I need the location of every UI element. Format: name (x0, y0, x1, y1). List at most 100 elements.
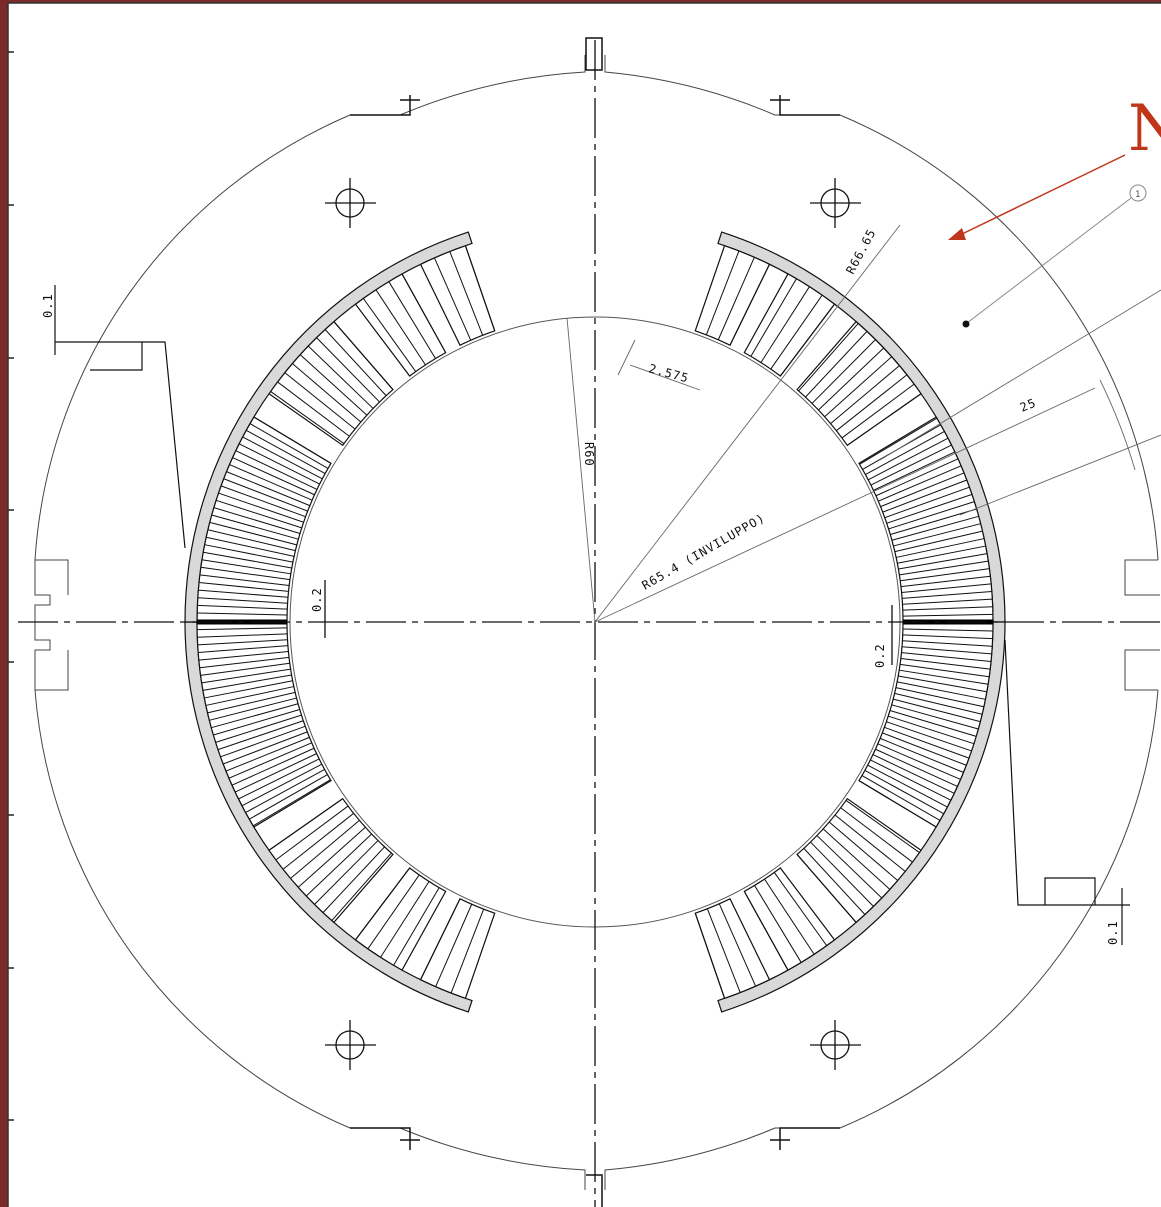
coil-strand-right (902, 590, 992, 599)
coil-strand-right (890, 508, 977, 536)
coil-strand-right (743, 891, 789, 971)
coil-strand-left (198, 645, 288, 654)
coil-strand-right (900, 657, 991, 670)
coil-strand-right (764, 878, 815, 955)
coil-strand-left (225, 736, 310, 772)
left-tolerance-frame (54, 285, 186, 549)
coil-strand-left (420, 898, 461, 980)
coil-strand-right (899, 669, 989, 685)
coil-strand-right (882, 732, 967, 766)
coil-strand-right (847, 393, 922, 446)
coil-strand-right (822, 828, 891, 890)
coil-strand-left (401, 273, 447, 353)
coil-strand-left (284, 372, 356, 430)
coil-strand-right (824, 356, 893, 418)
coil-strand-left (242, 436, 323, 480)
coil-strand-left (450, 908, 485, 994)
midplane-tolerance-marks (324, 580, 893, 665)
coil-strand-left (464, 245, 496, 331)
coil-strand-left (215, 714, 302, 743)
coil-strand-right (902, 613, 993, 617)
coil-strand-left (282, 812, 354, 870)
coil-strand-right (828, 821, 898, 881)
coil-strand-right (729, 264, 770, 346)
coil-strand-left (305, 833, 372, 897)
border-ticks (8, 51, 14, 1121)
coil-strand-left (204, 544, 293, 563)
coil-strand-right (897, 545, 986, 564)
coil-strand-left (211, 703, 299, 729)
coil-strand-left (197, 604, 288, 610)
coil-strand-left (207, 691, 296, 714)
coil-strand-right (754, 885, 802, 963)
coil-strand-left (245, 768, 325, 813)
coil-strand-left (322, 846, 385, 913)
coil-strand-left (249, 423, 329, 469)
coil-strand-left (324, 329, 387, 396)
coil-strand-left (209, 521, 297, 546)
coil-strand-left (362, 298, 417, 372)
coil-strand-right (897, 681, 986, 700)
coil-strand-left (201, 559, 291, 575)
coil-strand-left (218, 492, 304, 523)
coil-strand-right (886, 493, 973, 524)
coil-block-right (796, 797, 922, 924)
coil-strand-right (877, 743, 961, 780)
coil-strand-right (770, 294, 823, 370)
coil-strand-right (717, 257, 755, 340)
coil-strand-right (900, 663, 990, 678)
dim-angle: 25 (1018, 396, 1038, 415)
bolt-hole-bottom-left (325, 1020, 376, 1070)
coil-strand-right (779, 303, 835, 377)
coil-strand-right (879, 737, 964, 773)
coil-strand-left (270, 391, 345, 444)
coil-strand-left (238, 443, 320, 485)
coil-strand-left (277, 381, 350, 437)
coil-strand-right (816, 835, 883, 899)
callout-letter: N (1128, 92, 1161, 166)
bolt-hole-bottom-right (810, 1020, 861, 1070)
coil-strand-right (899, 560, 989, 576)
coil-strand-right (873, 451, 956, 491)
coil-block-right (743, 867, 836, 971)
coil-strand-left (388, 281, 436, 359)
coil-strand-right (718, 903, 757, 987)
coil-strand-right (798, 323, 859, 392)
coil-strand-right (894, 692, 983, 715)
coil-strand-left (316, 337, 380, 403)
coil-strand-left (223, 478, 308, 512)
coil-strand-left (204, 680, 293, 699)
collar-outline (34, 55, 1160, 1190)
coil-strand-left (299, 354, 368, 416)
coil-strand-right (706, 908, 741, 993)
coil-strand-left (209, 697, 297, 721)
coil-strand-left (198, 651, 289, 661)
coil-strand-right (888, 715, 975, 745)
coil-strand-left (197, 597, 288, 604)
coil-strand-left (275, 805, 349, 861)
coil-strand-left (217, 720, 304, 751)
coil-strand-left (199, 656, 290, 669)
tol-bottom-right-label: 0.1 (1106, 920, 1120, 945)
coil-strand-right (705, 250, 740, 336)
coil-strand-left (238, 758, 320, 800)
coil-strand-left (252, 779, 331, 827)
coil-strand-left (201, 668, 291, 684)
coil-strand-left (241, 763, 323, 807)
coil-block-right (743, 273, 836, 377)
coil-strand-right (884, 726, 970, 759)
tol-left-label: 0.2 (310, 587, 324, 612)
coil-strand-left (213, 507, 301, 534)
coil-strand-right (888, 501, 975, 530)
coil-strand-right (836, 374, 908, 432)
coil-strand-left (198, 589, 289, 598)
coil-strand-left (207, 529, 296, 552)
coil-strand-left (206, 536, 295, 557)
coil-strand-left (200, 566, 290, 581)
coil-strand-right (902, 640, 993, 647)
coil-strand-left (220, 485, 306, 518)
coil-strand-right (867, 437, 949, 481)
coil-strand-left (202, 674, 292, 691)
coil-strand-left (220, 725, 306, 758)
